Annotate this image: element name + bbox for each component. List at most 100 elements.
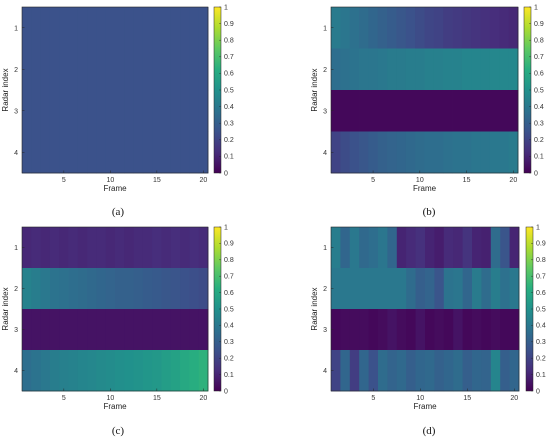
heatmap-cell (115, 7, 125, 49)
heatmap-cell (415, 350, 426, 392)
heatmap-cell (349, 7, 360, 49)
heatmap-cell (68, 90, 79, 132)
heatmap-cell (87, 309, 97, 351)
heatmap-cell (152, 7, 162, 49)
heatmap-cell (152, 268, 162, 310)
heatmap-cell (490, 227, 501, 269)
heatmap-cell (500, 350, 510, 392)
x-axis-label: Frame (413, 402, 437, 411)
heatmap-cell (59, 268, 69, 310)
heatmap-cell (68, 7, 79, 49)
heatmap-cell (331, 7, 341, 49)
heatmap-cell (115, 131, 125, 174)
x-tick-label: 15 (153, 395, 161, 402)
colorbar-tick-label: 0.3 (224, 339, 234, 346)
heatmap-cell (96, 90, 107, 132)
heatmap-cell (59, 227, 69, 269)
y-tick-label: 4 (14, 150, 18, 157)
heatmap-cell (377, 131, 388, 174)
heatmap-cell (180, 309, 190, 351)
heatmap-cell (22, 227, 32, 269)
heatmap-cell (396, 350, 407, 392)
heatmap-cell (387, 268, 398, 310)
heatmap-cell (331, 268, 341, 310)
heatmap-cell (340, 309, 351, 351)
heatmap-cell (359, 350, 369, 392)
heatmap-cell (425, 350, 435, 392)
heatmap-cell (105, 131, 116, 174)
colorbar-tick-label: 0.6 (224, 71, 234, 78)
heatmap-cell (68, 350, 79, 392)
heatmap-cell (68, 268, 79, 310)
heatmap-cell (189, 90, 200, 132)
y-axis-label: Radar index (310, 68, 319, 111)
heatmap-cell (405, 48, 416, 91)
heatmap-cell (161, 350, 172, 392)
heatmap-cell (96, 268, 107, 310)
y-tick-label: 1 (14, 25, 18, 32)
heatmap-cell (415, 268, 426, 310)
heatmap-cell (331, 131, 341, 174)
colorbar-tick-label: 0.8 (536, 257, 546, 264)
heatmap-cell (170, 131, 181, 174)
heatmap-cell (31, 48, 41, 91)
heatmap-cell (115, 350, 125, 392)
heatmap-cell (405, 7, 416, 49)
colorbar-tick-label: 0.2 (224, 356, 234, 363)
y-tick-label: 4 (323, 368, 327, 375)
colorbar-tick-label: 0.3 (536, 339, 546, 346)
x-tick-label: 5 (62, 177, 66, 184)
heatmap-cell (49, 268, 60, 310)
heatmap-cell (340, 131, 351, 174)
heatmap-cell (331, 48, 341, 91)
heatmap-cell (443, 227, 454, 269)
heatmap-cell (49, 7, 60, 49)
heatmap-cell (387, 350, 398, 392)
x-tick-label: 10 (416, 177, 424, 184)
colorbar-tick-label: 0.9 (534, 21, 544, 28)
heatmap-cell (22, 268, 32, 310)
colorbar-tick-label: 0.5 (224, 306, 234, 313)
heatmap-cell (124, 90, 134, 132)
x-axis-label: Frame (413, 184, 437, 193)
heatmap-cell (77, 268, 88, 310)
heatmap-cell (489, 90, 500, 132)
heatmap-cell (331, 227, 341, 269)
heatmap-cell (59, 350, 69, 392)
heatmap-cell (481, 350, 492, 392)
heatmap-cell (189, 309, 200, 351)
heatmap-cell (96, 350, 107, 392)
heatmap-cell (359, 7, 369, 49)
colorbar-tick-label: 0.2 (224, 137, 234, 144)
heatmap-cell (433, 131, 444, 174)
heatmap-cell (387, 48, 397, 91)
heatmap-cell (22, 350, 32, 392)
heatmap-cell (142, 7, 153, 49)
heatmap-cell (87, 90, 97, 132)
heatmap-cell (96, 48, 107, 91)
heatmap-cell (142, 268, 153, 310)
heatmap-cell (461, 7, 472, 49)
heatmap-cell (508, 48, 519, 91)
heatmap-cell (453, 227, 463, 269)
heatmap-cell (96, 309, 107, 351)
x-tick-label: 15 (463, 177, 471, 184)
heatmap-cell (133, 350, 144, 392)
heatmap-cell (349, 350, 360, 392)
heatmap-cell (31, 131, 41, 174)
heatmap-cell (152, 131, 162, 174)
heatmap-cell (77, 131, 88, 174)
heatmap-cell (198, 268, 209, 310)
heatmap-cell (359, 268, 369, 310)
heatmap-cell (424, 7, 435, 49)
colorbar-tick-label: 0.1 (534, 154, 544, 161)
heatmap-cell (22, 309, 32, 351)
heatmap-cell (415, 90, 425, 132)
heatmap-cell (415, 227, 426, 269)
heatmap-cell (472, 350, 482, 392)
heatmap-cell (377, 48, 388, 91)
plot-frame (330, 6, 519, 174)
heatmap-cell (40, 7, 51, 49)
heatmap-cell (489, 7, 500, 49)
heatmap-cell (434, 268, 445, 310)
